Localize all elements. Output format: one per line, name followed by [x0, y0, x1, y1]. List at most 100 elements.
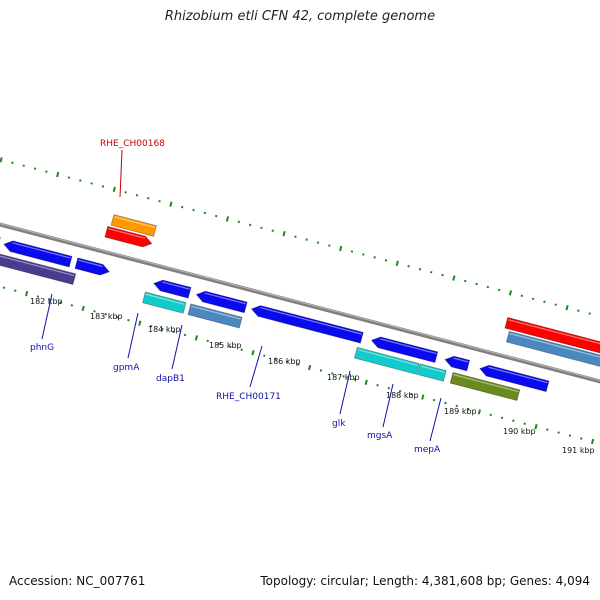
outer-ruler-tick — [214, 214, 218, 218]
inner-ruler-tick — [115, 316, 119, 319]
scale-label: 186 kbp — [268, 357, 301, 366]
inner-ruler-tick — [161, 327, 164, 331]
inner-ruler-tick — [489, 413, 492, 417]
topology-text: Topology: circular; Length: 4,381,608 bp… — [260, 574, 590, 588]
gene-shine — [259, 306, 362, 335]
inner-ruler-tick — [387, 387, 391, 390]
gene-feature[interactable] — [353, 346, 420, 375]
inner-ruler-tick — [274, 357, 277, 360]
gene-label: RHE_CH00171 — [216, 392, 281, 402]
inner-ruler-tick — [342, 375, 345, 378]
gene-shine — [12, 242, 71, 259]
outer-ruler-tick — [11, 161, 14, 164]
inner-ruler-tick — [444, 401, 447, 405]
outer-ruler-tick — [22, 164, 25, 167]
outer-ruler-tick — [169, 201, 173, 207]
gene-feature[interactable] — [449, 371, 521, 402]
gene-leader-line — [171, 324, 183, 370]
outer-ruler-tick — [316, 241, 320, 244]
scale-label: 185 kbp — [209, 341, 242, 350]
inner-ruler-tick — [285, 360, 289, 363]
gene-shape — [110, 214, 157, 237]
outer-ruler-tick — [452, 275, 456, 281]
gene-label: mgsA — [367, 431, 393, 441]
gene-feature[interactable] — [478, 363, 550, 393]
gene-feature[interactable] — [370, 335, 439, 364]
gene-shape — [504, 316, 600, 358]
gene-feature[interactable] — [505, 330, 600, 371]
gene-leader-line — [249, 345, 263, 388]
gene-shape — [353, 346, 420, 375]
gene-shine — [453, 357, 469, 363]
outer-ruler-tick — [520, 294, 524, 298]
outer-ruler-tick — [192, 208, 195, 212]
scale-label: 183 kbp — [90, 312, 123, 321]
gene-feature[interactable] — [2, 239, 73, 268]
gene-feature[interactable] — [152, 278, 192, 299]
gene-feature[interactable] — [195, 289, 248, 314]
gene-shape — [416, 363, 447, 382]
outer-ruler-tick — [577, 309, 580, 312]
gene-shine — [488, 366, 548, 384]
outer-ruler-tick — [260, 226, 263, 230]
gene-feature[interactable] — [250, 304, 364, 344]
outer-ruler-tick — [45, 170, 48, 173]
outer-ruler-tick — [497, 288, 501, 292]
inner-ruler-tick — [81, 305, 85, 312]
backbone-line — [0, 222, 600, 384]
outer-ruler-tick — [294, 235, 297, 238]
gene-feature[interactable] — [74, 257, 111, 277]
gene-feature[interactable] — [187, 303, 243, 329]
gene-label: gpmA — [113, 363, 140, 373]
gene-label: RHE_CH00168 — [100, 139, 165, 149]
inner-ruler-tick — [59, 301, 62, 304]
gene-feature[interactable] — [110, 214, 157, 237]
inner-ruler-tick — [104, 313, 108, 316]
outer-ruler-tick — [475, 282, 478, 286]
gene-shine — [108, 228, 146, 239]
inner-ruler-tick — [14, 289, 17, 292]
outer-ruler-tick — [124, 191, 127, 194]
outer-ruler-tick — [271, 229, 274, 232]
inner-ruler-tick — [127, 318, 130, 322]
outer-ruler-tick — [305, 238, 308, 241]
outer-ruler-tick — [112, 186, 116, 193]
outer-ruler-tick — [33, 167, 37, 170]
scale-label: 184 kbp — [148, 325, 181, 334]
outer-ruler-tick — [543, 300, 546, 303]
outer-ruler-tick — [180, 205, 184, 209]
scale-label: 187 kbp — [327, 373, 360, 382]
gene-label: dapB1 — [156, 374, 185, 384]
gene-feature[interactable] — [416, 363, 447, 382]
inner-ruler-tick — [217, 342, 221, 346]
gene-feature[interactable] — [142, 291, 187, 314]
inner-ruler-tick — [534, 424, 538, 430]
outer-ruler-tick — [407, 265, 410, 268]
inner-ruler-tick — [194, 335, 198, 341]
outer-ruler-tick — [237, 220, 241, 224]
inner-ruler-tick — [590, 438, 595, 445]
scale-label: 189 kbp — [444, 407, 477, 416]
outer-ruler-tick — [282, 231, 286, 237]
gene-feature[interactable] — [104, 225, 153, 249]
outer-ruler-tick — [588, 312, 591, 315]
inner-ruler-tick — [138, 320, 142, 326]
gene-shape — [104, 225, 153, 248]
inner-ruler-tick — [93, 310, 96, 313]
inner-ruler-tick — [251, 350, 255, 356]
outer-ruler-tick — [373, 256, 376, 259]
inner-ruler-tick — [172, 330, 175, 334]
outer-ruler-tick — [554, 303, 557, 306]
inner-ruler-tick — [229, 345, 232, 349]
outer-ruler-tick — [135, 194, 139, 197]
gene-shape — [195, 290, 248, 314]
gene-feature[interactable] — [504, 316, 600, 358]
outer-ruler-tick — [147, 197, 150, 200]
inner-ruler-tick — [149, 324, 153, 328]
outer-ruler-tick — [339, 245, 343, 252]
gene-feature[interactable] — [0, 244, 77, 285]
gene-feature[interactable] — [444, 354, 471, 372]
inner-ruler-tick — [512, 419, 515, 422]
